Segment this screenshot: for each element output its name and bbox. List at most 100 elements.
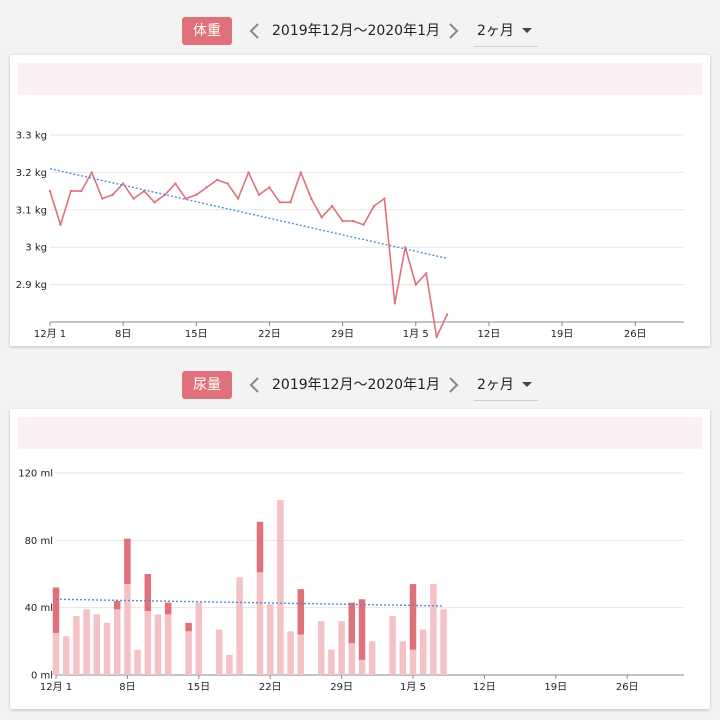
y-tick-label: 3.1 kg (16, 205, 47, 216)
bar-light-segment (358, 659, 366, 675)
bar-light-segment (236, 577, 243, 675)
bar-light-segment (134, 649, 141, 675)
summary-band (18, 63, 702, 95)
weight-point (320, 216, 323, 219)
x-tick-label: 15日 (185, 329, 208, 340)
bar-light-segment (399, 641, 407, 675)
bar-dark-segment (124, 538, 131, 585)
bar-light-segment (144, 611, 152, 675)
bar-light-segment (328, 649, 335, 675)
weight-point (341, 219, 344, 223)
weight-point (59, 223, 62, 226)
chevron-right-icon (449, 23, 459, 39)
weight-point (184, 197, 188, 200)
x-tick-label: 19日 (551, 329, 574, 340)
weight-point (195, 193, 198, 197)
x-tick-label: 8日 (119, 682, 135, 693)
x-tick-label: 12日 (473, 682, 496, 693)
weight-point (393, 302, 397, 305)
weight-point (216, 178, 219, 182)
y-tick-label: 3 kg (25, 243, 47, 254)
x-tick-label: 1月 5 (403, 328, 429, 340)
bar-dark-segment (409, 584, 417, 650)
bar-light-segment (348, 643, 356, 675)
weight-point (289, 201, 292, 204)
period-title: 2019年12月〜2020年1月 (272, 23, 440, 39)
bar-dark-segment (297, 589, 305, 635)
range-dropdown[interactable]: 2ヶ月 (474, 16, 538, 47)
chevron-right-icon (449, 377, 459, 393)
bar-light-segment (297, 634, 305, 675)
range-dropdown[interactable]: 2ヶ月 (474, 370, 538, 401)
x-tick-label: 15日 (187, 682, 210, 693)
bar-light-segment (73, 616, 80, 675)
bar-dark-segment (113, 600, 121, 610)
bar-light-segment (154, 614, 162, 675)
weight-header: 体重 2019年12月〜2020年1月 2ヶ月 (0, 12, 720, 52)
weight-point (101, 197, 104, 200)
weight-point (372, 204, 376, 208)
bar-light-segment (103, 622, 111, 675)
y-tick-label: 3.3 kg (16, 131, 47, 142)
weight-point (383, 197, 386, 200)
weight-point (80, 189, 83, 193)
bar-light-segment (277, 499, 284, 675)
bar-light-segment (256, 572, 264, 675)
bar-light-segment (226, 654, 233, 675)
weight-point (247, 171, 250, 174)
bar-dark-segment (52, 587, 60, 633)
weight-trend-line (49, 167, 448, 260)
weight-point (132, 197, 135, 200)
bar-dark-segment (358, 599, 366, 660)
weight-point (153, 201, 156, 204)
bar-light-segment (389, 616, 396, 675)
chevron-left-icon (249, 377, 259, 393)
weight-point (435, 335, 438, 339)
y-tick-label: 120 ml (18, 469, 53, 480)
next-period-button[interactable] (441, 17, 465, 45)
weight-point (299, 171, 302, 174)
weight-chart-card: 2.9 kg 3 kg 3.1 kg 3.2 kg 3.3 kg 12月 1 8日 15日 22… (10, 55, 710, 346)
next-period-button[interactable] (441, 371, 465, 399)
bar-dark-segment (144, 574, 152, 612)
x-tick-label: 22日 (259, 682, 282, 693)
y-tick-label: 2.9 kg (16, 280, 47, 291)
caret-down-icon (522, 382, 532, 387)
bar-dark-segment (164, 602, 172, 615)
weight-point (121, 182, 125, 185)
x-tick-label: 12月 1 (34, 328, 66, 340)
x-tick-label: 26日 (616, 682, 639, 693)
weight-point (425, 272, 428, 275)
x-tick-label: 12月 1 (40, 681, 72, 693)
bar-light-segment (124, 584, 131, 675)
y-tick-label: 0 ml (31, 671, 53, 682)
bar-light-segment (62, 636, 70, 675)
weight-point (268, 186, 271, 189)
bar-light-segment (93, 614, 101, 675)
bar-light-segment (185, 631, 192, 675)
weight-point (257, 193, 261, 197)
bar-dark-segment (185, 622, 192, 632)
bar-light-segment (419, 629, 427, 675)
urine-badge: 尿量 (182, 371, 232, 399)
weight-point (205, 186, 208, 189)
weight-point (69, 189, 73, 193)
weight-point (90, 171, 94, 174)
bar-light-segment (266, 604, 274, 675)
x-tick-label: 19日 (544, 682, 567, 693)
x-tick-label: 1月 5 (400, 681, 426, 693)
weight-point (226, 182, 229, 185)
bar-light-segment (113, 609, 121, 675)
weight-point (236, 197, 240, 200)
urine-chart-card: 0 ml 40 ml 80 ml 120 ml 12月 1 8日 15日 22日 29日 1月 5… (10, 409, 710, 709)
urine-header: 尿量 2019年12月〜2020年1月 2ヶ月 (0, 366, 720, 406)
weight-point (330, 204, 334, 208)
prev-period-button[interactable] (243, 17, 267, 45)
x-tick-label: 29日 (331, 329, 354, 340)
range-label: 2ヶ月 (477, 23, 514, 39)
weight-badge: 体重 (182, 17, 232, 45)
y-tick-label: 40 ml (25, 603, 53, 614)
x-tick-label: 29日 (330, 682, 353, 693)
prev-period-button[interactable] (243, 371, 267, 399)
bar-dark-segment (348, 602, 356, 644)
